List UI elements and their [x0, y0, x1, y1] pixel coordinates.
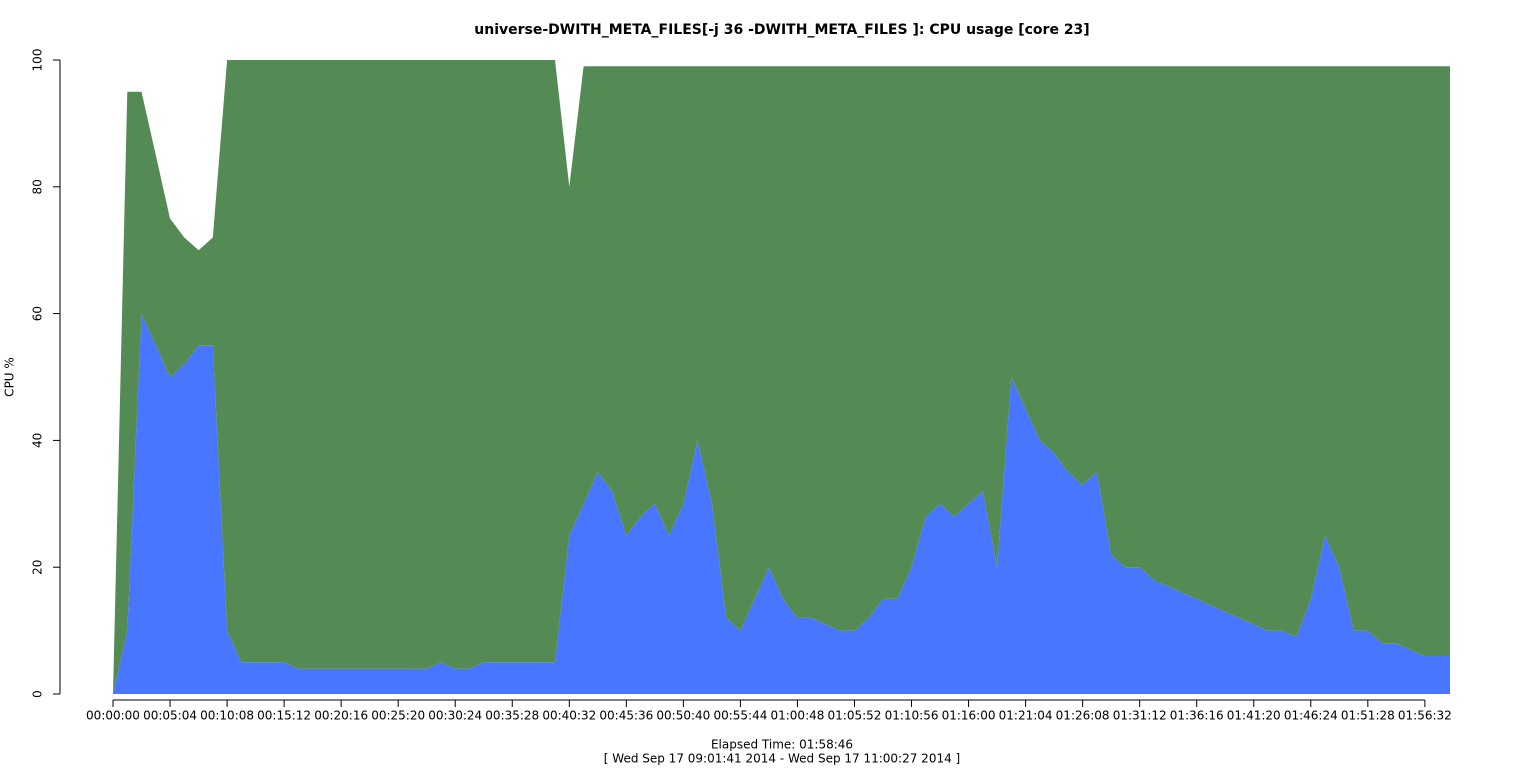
- x-tick-label: 00:20:16: [314, 709, 368, 723]
- x-tick-label: 01:41:20: [1227, 709, 1281, 723]
- x-tick-label: 00:05:04: [143, 709, 197, 723]
- x-tick-label: 00:40:32: [542, 709, 596, 723]
- y-tick-label: 40: [31, 433, 45, 448]
- x-tick-label: 00:50:40: [656, 709, 710, 723]
- x-tick-label: 01:36:16: [1170, 709, 1224, 723]
- y-tick-label: 80: [31, 179, 45, 194]
- x-tick-label: 00:35:28: [485, 709, 539, 723]
- x-tick-label: 01:31:12: [1113, 709, 1167, 723]
- x-tick-label: 01:26:08: [1056, 709, 1110, 723]
- x-tick-label: 01:16:00: [942, 709, 996, 723]
- y-tick-label: 0: [31, 690, 45, 698]
- y-tick-label: 100: [31, 49, 45, 72]
- x-tick-label: 00:25:20: [371, 709, 425, 723]
- x-tick-label: 01:05:52: [828, 709, 882, 723]
- x-tick-label: 00:00:00: [86, 709, 140, 723]
- y-tick-label: 60: [31, 306, 45, 321]
- x-tick-label: 01:56:32: [1398, 709, 1452, 723]
- y-tick-label: 20: [31, 560, 45, 575]
- x-tick-label: 00:45:36: [599, 709, 653, 723]
- x-tick-label: 00:55:44: [713, 709, 767, 723]
- x-tick-label: 01:46:24: [1284, 709, 1338, 723]
- x-tick-label: 00:15:12: [257, 709, 311, 723]
- area: [113, 313, 1450, 694]
- chart-title: universe-DWITH_META_FILES[-j 36 -DWITH_M…: [474, 22, 1089, 38]
- area: [113, 60, 1450, 694]
- x-tick-label: 01:51:28: [1341, 709, 1395, 723]
- x-tick-label: 00:30:24: [428, 709, 482, 723]
- x-tick-label: 00:10:08: [200, 709, 254, 723]
- y-axis-label: CPU %: [3, 357, 17, 397]
- x-tick-label: 01:00:48: [770, 709, 824, 723]
- subtitle: [ Wed Sep 17 09:01:41 2014 - Wed Sep 17 …: [604, 752, 960, 766]
- x-tick-label: 01:10:56: [885, 709, 939, 723]
- x-tick-label: 01:21:04: [999, 709, 1053, 723]
- x-axis-label: Elapsed Time: 01:58:46: [711, 738, 853, 752]
